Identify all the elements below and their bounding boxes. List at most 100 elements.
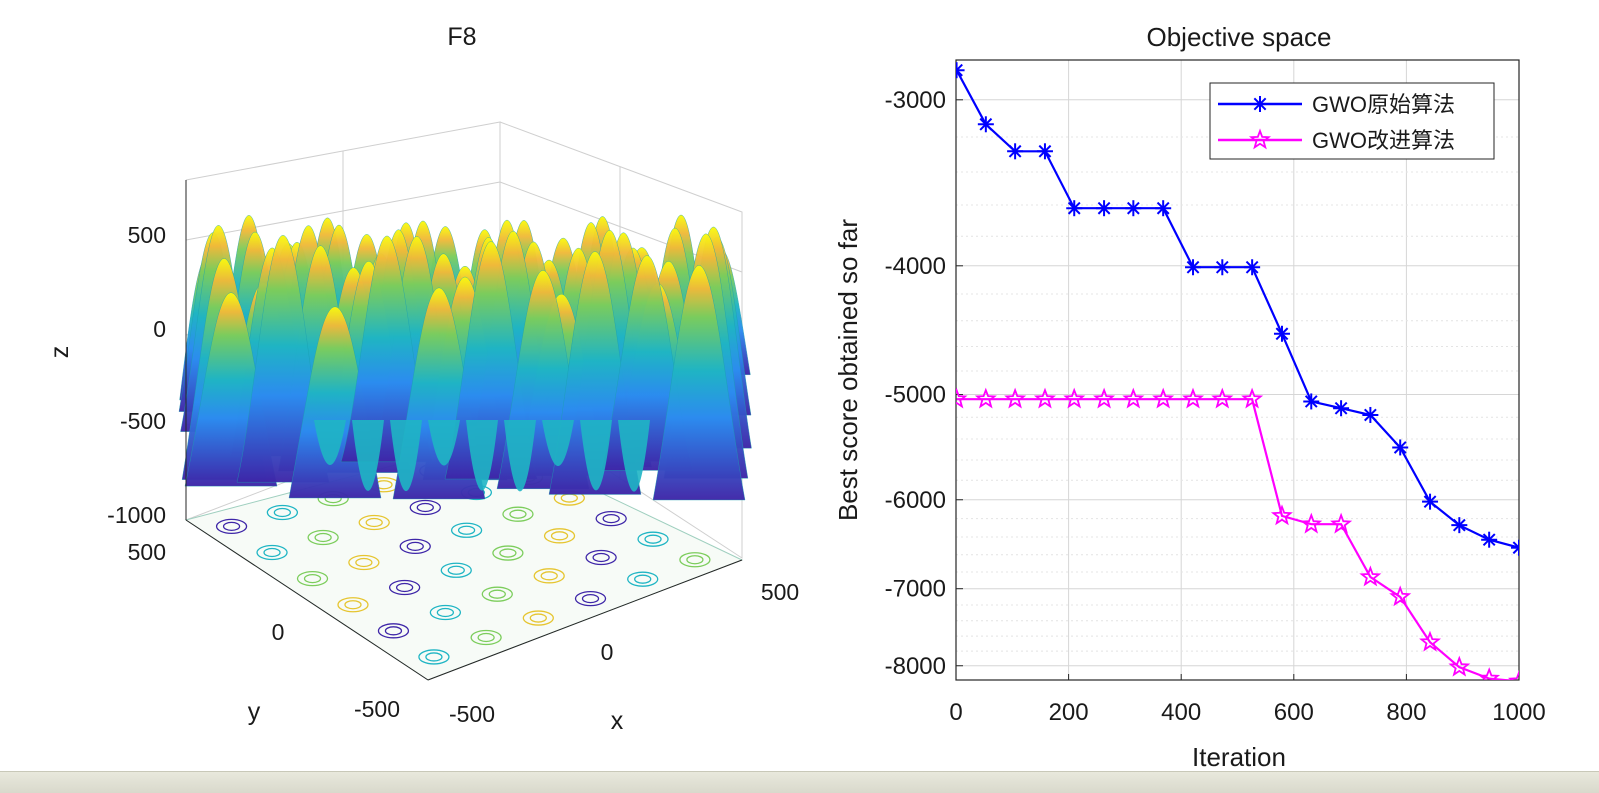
data-point-gwo-original	[1214, 259, 1231, 276]
contour-ring	[348, 554, 380, 571]
contour-ring	[533, 568, 565, 584]
contour-ring	[436, 607, 455, 618]
contour-ring	[377, 623, 410, 639]
contour-ring	[395, 582, 414, 593]
contour-ring	[307, 529, 339, 546]
asterisk-stroke	[1215, 260, 1229, 274]
legend-pentagram-glyph	[1248, 128, 1272, 150]
contour-ring	[509, 509, 527, 519]
y-axis-label: Best score obtained so far	[833, 219, 863, 521]
data-point-gwo-original	[1303, 393, 1320, 410]
contour-ring	[502, 506, 534, 522]
data-point-gwo-original	[1333, 400, 1350, 417]
x-axis-line	[427, 559, 743, 681]
data-point-gwo-improved	[1419, 630, 1442, 652]
data-point-gwo-improved	[1211, 387, 1234, 409]
data-point-gwo-improved	[1270, 504, 1293, 526]
contour-ring	[492, 545, 524, 561]
data-point-gwo-original	[977, 116, 994, 133]
surface-valley	[618, 420, 650, 492]
contour-ring	[418, 649, 450, 665]
asterisk-stroke	[1452, 518, 1466, 532]
surface-valley	[542, 420, 574, 467]
contour-ring	[581, 593, 600, 604]
series-line-gwo-original	[956, 69, 1519, 549]
contour-ring	[574, 590, 607, 607]
x-tick-label: -500	[449, 701, 495, 727]
contour-ring	[644, 534, 662, 544]
data-point-gwo-improved	[1478, 667, 1501, 680]
legend-marker-pentagram	[1248, 128, 1272, 150]
asterisk-stroke	[1512, 546, 1519, 555]
data-point-gwo-improved	[1063, 387, 1086, 409]
contour-ring	[440, 562, 472, 578]
surface-valley	[390, 420, 422, 492]
contour-ring	[263, 547, 281, 558]
asterisk-stroke	[1512, 541, 1519, 550]
contour-ring	[529, 613, 547, 623]
contour-ring	[429, 604, 462, 621]
data-point-gwo-improved	[1507, 669, 1519, 680]
legend-asterisk-glyph	[1252, 96, 1268, 112]
contour-ring	[314, 532, 332, 543]
data-point-gwo-improved	[1122, 387, 1145, 409]
contour-ring	[358, 514, 390, 531]
data-point-gwo-original	[1155, 200, 1172, 217]
contour-ring	[425, 652, 443, 662]
plot-frame	[955, 59, 1520, 681]
objective-title: Objective space	[1147, 22, 1332, 52]
x-tick-label: 400	[1161, 699, 1201, 726]
x-tick-label: 1000	[1492, 699, 1545, 726]
data-point-gwo-improved	[1448, 655, 1471, 677]
asterisk-stroke	[979, 117, 993, 131]
surface-peak	[652, 265, 746, 501]
contour-ring	[447, 565, 465, 575]
contour-ring	[522, 610, 554, 626]
contour-ring	[344, 600, 362, 610]
surface-peaks	[178, 214, 752, 501]
asterisk-stroke	[1126, 201, 1140, 215]
surface-valley	[580, 420, 612, 491]
x-tick-label: 500	[761, 579, 799, 605]
x-axis-label: Iteration	[1192, 742, 1286, 772]
axis-ticks: 0 200 400 600 800 1000 -3000 -4000 -5000 -6000 -70…	[885, 87, 1546, 726]
asterisk-stroke	[1067, 201, 1081, 215]
contour-ring	[450, 522, 483, 538]
data-point-gwo-improved	[1093, 387, 1116, 409]
data-point-gwo-improved	[974, 387, 997, 409]
legend-marker-asterisk	[1252, 96, 1268, 112]
contour-ring	[303, 573, 322, 584]
asterisk-stroke	[1482, 533, 1496, 547]
data-point-gwo-original	[1273, 325, 1290, 342]
contour-ring	[477, 632, 495, 643]
contour-ring	[499, 548, 517, 558]
x-tick-label: 200	[1049, 699, 1089, 726]
window-bottom-strip	[0, 771, 1599, 793]
contour-ring	[481, 586, 513, 602]
z-tick-label: -1000	[107, 502, 166, 528]
asterisk-stroke	[1245, 260, 1259, 274]
series-layer	[956, 62, 1519, 680]
asterisk-stroke	[1304, 395, 1318, 408]
legend-label-gwo-improved: GWO改进算法	[1312, 128, 1455, 153]
contour-ring	[355, 557, 373, 568]
contour-ring	[592, 552, 610, 563]
y-tick-label: 500	[128, 539, 166, 565]
data-point-gwo-original	[1244, 259, 1261, 276]
contour-ring	[470, 629, 502, 646]
data-point-gwo-original	[1451, 517, 1468, 534]
contour-ring	[256, 544, 288, 561]
data-point-gwo-improved	[1182, 387, 1205, 409]
asterisk-stroke	[1253, 97, 1267, 111]
x-axis-label: x	[611, 707, 624, 735]
data-point-gwo-original	[1007, 143, 1024, 160]
legend-label-gwo-original: GWO原始算法	[1312, 92, 1455, 117]
contour-ring	[416, 502, 434, 513]
data-point-gwo-improved	[1389, 585, 1412, 607]
contour-ring	[585, 549, 617, 566]
contour-ring	[266, 504, 299, 521]
data-point-gwo-improved	[1241, 387, 1264, 409]
contour-ring	[540, 571, 558, 581]
contour-ring	[215, 518, 248, 535]
y-tick-label: -6000	[885, 487, 946, 514]
